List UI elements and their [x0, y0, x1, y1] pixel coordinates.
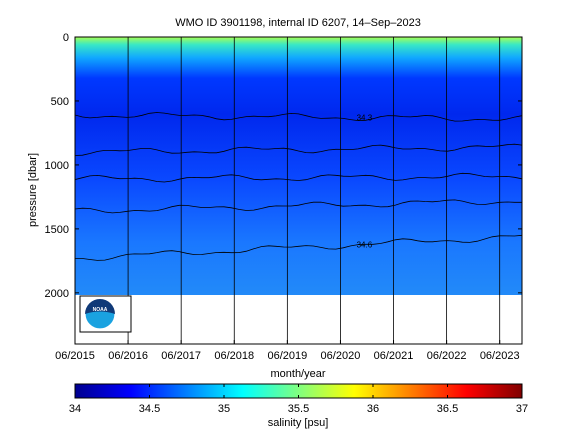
contour-label: 34.6: [357, 241, 373, 250]
contour-line: [75, 199, 522, 214]
x-tick-label: 06/2020: [321, 350, 361, 362]
colorbar-tick-label: 35.5: [288, 403, 309, 415]
noaa-logo: NOAA: [79, 295, 132, 333]
colorbar-tick-label: 36.5: [437, 403, 458, 415]
chart-title: WMO ID 3901198, internal ID 6207, 14–Sep…: [175, 17, 421, 29]
contour-line: [75, 143, 522, 156]
contour-lines: 34.3 34.6: [75, 112, 522, 261]
contour-line: [75, 112, 522, 122]
x-tick-label: 06/2023: [480, 350, 520, 362]
colorbar-tick-label: 35: [218, 403, 230, 415]
x-tick-label: 06/2016: [108, 350, 148, 362]
y-axis-label: pressure [dbar]: [27, 153, 39, 227]
x-tick-label: 06/2019: [267, 350, 307, 362]
plot-frame: [74, 36, 523, 345]
contour-line: [75, 172, 522, 183]
colorbar-tick-label: 37: [516, 403, 528, 415]
y-tick-label: 1500: [45, 224, 69, 236]
y-tick-label: 1000: [45, 160, 69, 172]
y-tick-label: 2000: [45, 288, 69, 300]
y-tick-label: 0: [63, 32, 69, 44]
y-axis: 0 500 1000 1500 2000: [45, 32, 522, 300]
colorbar-tick-label: 36: [367, 403, 379, 415]
colorbar-label: salinity [psu]: [268, 417, 329, 429]
contour-line: [75, 234, 522, 261]
x-grid-lines: [75, 37, 501, 344]
x-axis-label: month/year: [270, 368, 325, 380]
x-tick-label: 06/2022: [427, 350, 467, 362]
colorbar: 34 34.5 35 35.5 36 36.5 37 salinity [psu]: [69, 383, 528, 429]
svg-text:NOAA: NOAA: [93, 307, 108, 313]
colorbar-ticks: 34 34.5 35 35.5 36 36.5 37: [69, 384, 528, 415]
salinity-field: [75, 37, 522, 295]
contour-label: 34.3: [357, 113, 373, 122]
colorbar-tick-label: 34.5: [139, 403, 160, 415]
x-tick-label: 06/2015: [55, 350, 95, 362]
x-tick-label: 06/2021: [374, 350, 414, 362]
x-tick-label: 06/2018: [214, 350, 254, 362]
x-axis: 06/2015 06/2016 06/2017 06/2018 06/2019 06/20…: [55, 340, 520, 362]
x-tick-label: 06/2017: [161, 350, 201, 362]
y-tick-label: 500: [51, 96, 69, 108]
plot-area: 34.3 34.6: [75, 37, 522, 344]
colorbar-tick-label: 34: [69, 403, 81, 415]
